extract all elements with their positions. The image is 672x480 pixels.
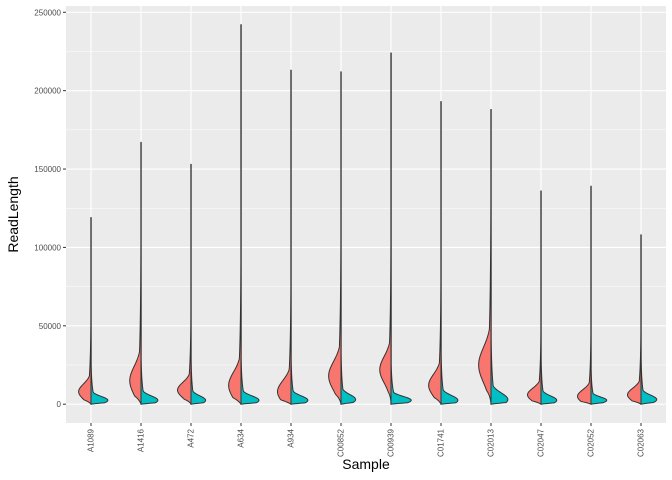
x-tick-label: A1089 — [87, 428, 96, 452]
violin-C00939 — [379, 52, 412, 405]
x-tick-label: C00852 — [337, 428, 346, 457]
x-tick-label: C02063 — [637, 428, 646, 457]
violin-half-right — [540, 190, 558, 405]
violin-C00852 — [328, 71, 357, 405]
x-tick-label: C01741 — [437, 428, 446, 457]
x-tick-label: A1416 — [137, 428, 146, 452]
y-tick-label: 50000 — [39, 322, 62, 331]
x-tick-label: C02047 — [537, 428, 546, 457]
y-tick-label: 100000 — [34, 243, 61, 252]
y-tick-label: 150000 — [34, 165, 61, 174]
violin-half-right — [440, 101, 459, 405]
x-tick-label: A634 — [237, 428, 246, 447]
x-tick-label: C02013 — [487, 428, 496, 457]
violin-A634 — [228, 24, 260, 405]
y-tick-label: 250000 — [34, 8, 61, 17]
y-tick-label: 0 — [57, 400, 62, 409]
violin-half-right — [590, 185, 608, 405]
violin-C01741 — [428, 101, 459, 405]
x-tick-label: A472 — [187, 428, 196, 447]
violin-half-right — [490, 108, 509, 405]
x-axis-title: Sample — [342, 456, 390, 472]
x-tick-label: A934 — [287, 428, 296, 447]
violin-A1089 — [78, 217, 109, 405]
violin-half-right — [290, 69, 309, 405]
violins — [78, 24, 658, 405]
violin-half-right — [90, 217, 109, 405]
violin-C02047 — [527, 190, 558, 405]
violin-half-right — [140, 141, 159, 405]
axes: 0 50000 100000 150000 200000 250000 A1089 A1416… — [34, 8, 645, 457]
violin-C02052 — [577, 185, 608, 405]
violin-half-right — [340, 71, 357, 405]
violin-A472 — [177, 163, 207, 405]
violin-A1416 — [129, 141, 159, 405]
y-axis-title: ReadLength — [5, 176, 21, 252]
violin-half-right — [190, 163, 207, 405]
violin-C02013 — [478, 108, 509, 405]
violin-half-right — [390, 52, 412, 405]
violin-half-right — [640, 234, 658, 405]
x-tick-label: C00939 — [387, 428, 396, 457]
violin-A934 — [277, 69, 309, 405]
y-tick-label: 200000 — [34, 87, 61, 96]
x-tick-label: C02052 — [587, 428, 596, 457]
violin-half-right — [240, 24, 260, 405]
violin-C02063 — [627, 234, 658, 405]
plot-panel — [66, 6, 666, 423]
